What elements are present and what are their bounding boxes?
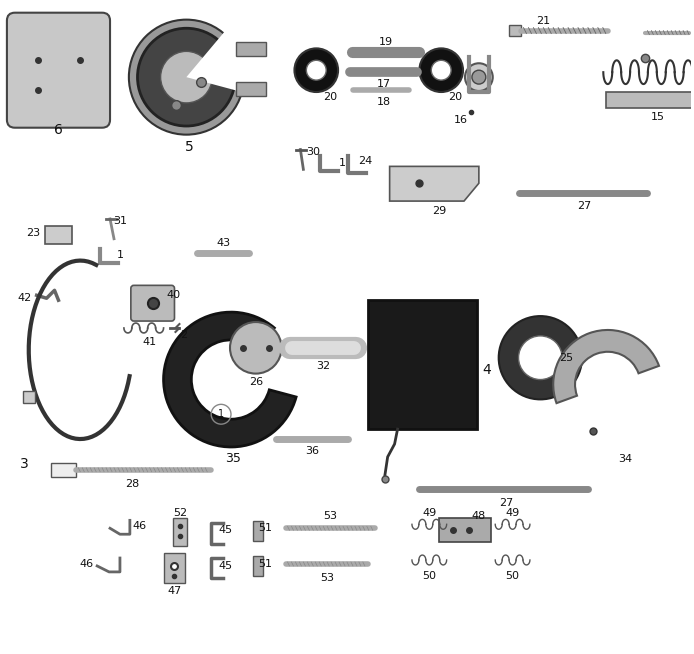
Text: 50: 50 xyxy=(506,571,520,581)
Circle shape xyxy=(518,336,562,379)
Text: 41: 41 xyxy=(143,337,157,347)
Bar xyxy=(253,521,263,541)
Text: 28: 28 xyxy=(125,479,139,489)
Text: 49: 49 xyxy=(505,508,520,519)
Text: 53: 53 xyxy=(323,511,337,521)
Circle shape xyxy=(306,60,326,80)
Circle shape xyxy=(230,322,282,373)
Text: 50: 50 xyxy=(422,571,437,581)
Text: 42: 42 xyxy=(17,293,32,303)
Text: 20: 20 xyxy=(323,92,337,102)
Circle shape xyxy=(129,20,244,135)
Text: 3: 3 xyxy=(20,457,29,471)
Text: 45: 45 xyxy=(218,561,232,571)
Bar xyxy=(439,519,491,542)
Circle shape xyxy=(465,63,493,91)
Bar xyxy=(236,82,266,96)
Text: 5: 5 xyxy=(185,139,194,154)
FancyBboxPatch shape xyxy=(7,12,110,128)
Text: 31: 31 xyxy=(113,216,127,226)
Text: 15: 15 xyxy=(650,112,664,122)
Text: 40: 40 xyxy=(167,290,180,300)
Bar xyxy=(51,463,76,477)
Text: 32: 32 xyxy=(316,360,330,371)
Circle shape xyxy=(294,48,338,92)
Polygon shape xyxy=(389,166,479,201)
FancyBboxPatch shape xyxy=(131,285,174,321)
Bar xyxy=(509,25,520,37)
Text: 21: 21 xyxy=(536,16,550,26)
Text: 26: 26 xyxy=(248,377,263,387)
Text: 6: 6 xyxy=(54,123,63,137)
Text: 4: 4 xyxy=(482,362,491,377)
Bar xyxy=(164,553,185,583)
Text: 19: 19 xyxy=(379,37,393,48)
Text: 52: 52 xyxy=(174,508,187,519)
Circle shape xyxy=(431,60,451,80)
Text: 35: 35 xyxy=(225,453,241,466)
Text: 2: 2 xyxy=(180,330,187,340)
Text: 18: 18 xyxy=(377,97,391,107)
Text: 30: 30 xyxy=(306,146,321,156)
Circle shape xyxy=(499,316,582,400)
Text: 47: 47 xyxy=(167,586,182,596)
Text: 27: 27 xyxy=(577,201,591,211)
Text: 25: 25 xyxy=(559,353,573,363)
Bar xyxy=(174,519,187,546)
Text: 46: 46 xyxy=(133,521,147,531)
Text: 1: 1 xyxy=(117,250,124,260)
Bar xyxy=(44,226,72,244)
Text: 23: 23 xyxy=(26,228,40,238)
Wedge shape xyxy=(187,29,249,94)
Bar xyxy=(253,556,263,576)
Circle shape xyxy=(160,52,212,103)
Text: 49: 49 xyxy=(422,508,437,519)
Text: 46: 46 xyxy=(79,559,93,569)
Circle shape xyxy=(472,70,486,84)
Bar xyxy=(368,300,477,429)
Wedge shape xyxy=(553,330,659,403)
Text: 51: 51 xyxy=(257,559,272,569)
Text: 16: 16 xyxy=(454,114,468,125)
Text: 43: 43 xyxy=(216,237,230,248)
Text: 27: 27 xyxy=(500,498,514,509)
Text: 29: 29 xyxy=(432,206,446,216)
Circle shape xyxy=(419,48,463,92)
Bar xyxy=(606,92,694,108)
Text: 51: 51 xyxy=(257,523,272,533)
Bar xyxy=(236,43,266,56)
Circle shape xyxy=(137,28,235,126)
Text: 1: 1 xyxy=(218,409,224,419)
Text: 20: 20 xyxy=(448,92,462,102)
Text: 45: 45 xyxy=(218,525,232,535)
Text: 17: 17 xyxy=(377,79,391,89)
Text: 53: 53 xyxy=(320,573,335,583)
Text: 24: 24 xyxy=(357,156,372,166)
Text: 36: 36 xyxy=(305,446,319,456)
Text: 34: 34 xyxy=(618,454,633,464)
Text: 48: 48 xyxy=(472,511,486,521)
Text: 1: 1 xyxy=(339,158,346,168)
Wedge shape xyxy=(164,312,296,447)
